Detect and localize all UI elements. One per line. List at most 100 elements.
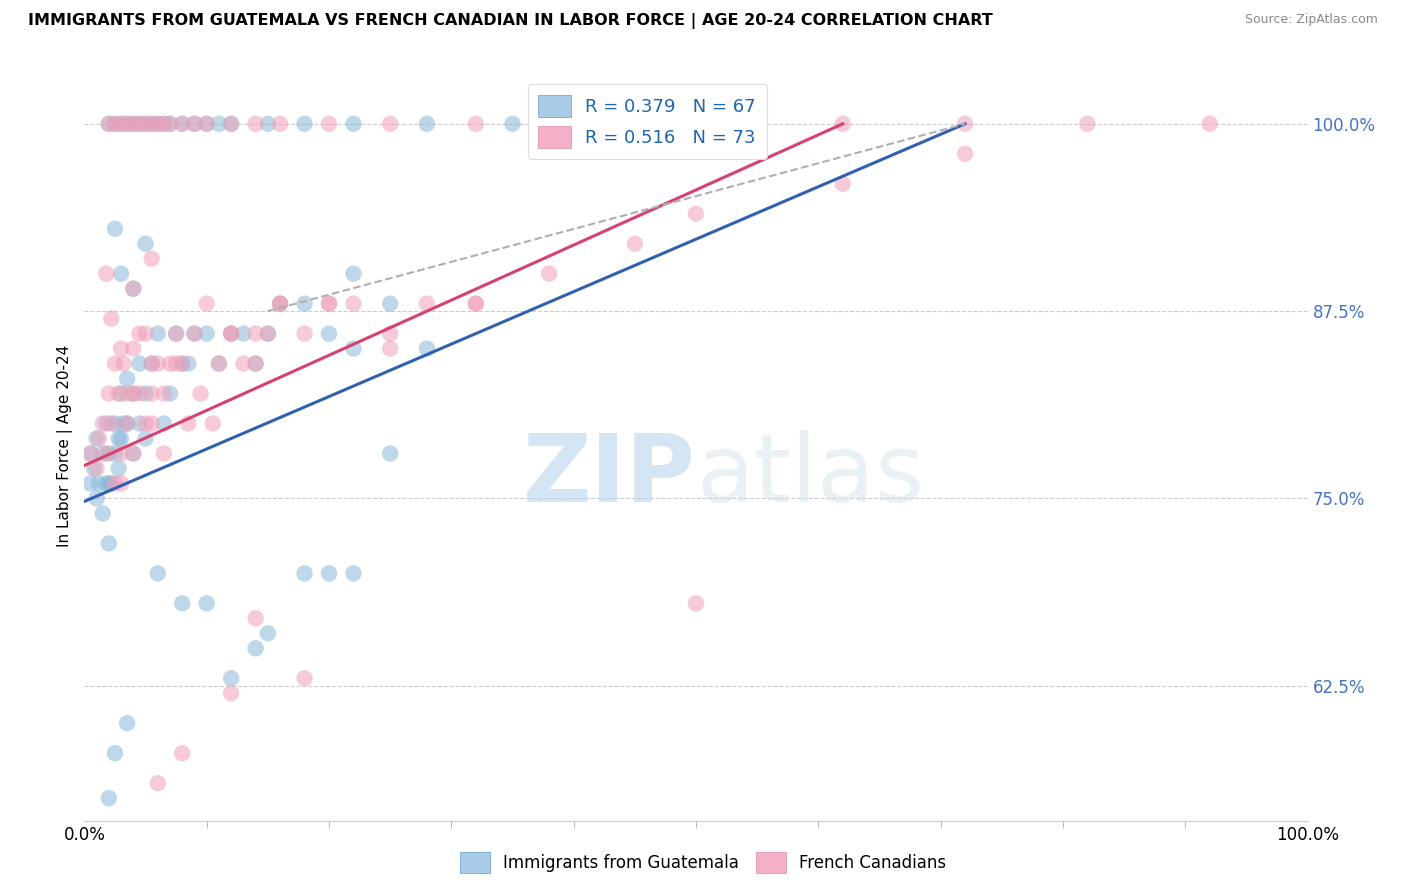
Point — [195, 117, 218, 131]
Point — [96, 446, 118, 460]
Point — [91, 446, 114, 460]
Point — [172, 357, 194, 371]
Point — [135, 432, 157, 446]
Point — [831, 117, 853, 131]
Point — [257, 326, 280, 341]
Point — [122, 386, 145, 401]
Point — [96, 476, 118, 491]
Point — [219, 326, 242, 341]
Point — [110, 386, 132, 401]
Point — [165, 326, 187, 341]
Point — [86, 432, 108, 446]
Point — [342, 342, 364, 356]
Point — [177, 417, 200, 431]
Point — [153, 117, 176, 131]
Point — [153, 446, 176, 460]
Text: Source: ZipAtlas.com: Source: ZipAtlas.com — [1244, 13, 1378, 27]
Point — [110, 117, 132, 131]
Point — [112, 357, 135, 371]
Point — [318, 566, 340, 581]
Point — [208, 357, 231, 371]
Point — [219, 671, 242, 685]
Point — [183, 326, 205, 341]
Point — [128, 386, 150, 401]
Point — [219, 686, 242, 700]
Point — [97, 446, 120, 460]
Point — [269, 296, 291, 310]
Point — [100, 476, 122, 491]
Point — [122, 117, 145, 131]
Point — [96, 267, 118, 281]
Point — [122, 282, 145, 296]
Point — [183, 117, 205, 131]
Point — [195, 596, 218, 610]
Point — [110, 342, 132, 356]
Point — [953, 146, 976, 161]
Point — [128, 326, 150, 341]
Point — [172, 596, 194, 610]
Point — [172, 357, 194, 371]
Point — [83, 461, 105, 475]
Point — [115, 117, 138, 131]
Point — [190, 386, 212, 401]
Point — [953, 117, 976, 131]
Point — [135, 326, 157, 341]
Point — [115, 386, 138, 401]
Point — [294, 296, 316, 310]
Point — [96, 417, 118, 431]
Point — [141, 117, 163, 131]
Point — [110, 267, 132, 281]
Point — [318, 296, 340, 310]
Point — [159, 357, 181, 371]
Point — [159, 117, 181, 131]
Point — [100, 311, 122, 326]
Point — [141, 252, 163, 266]
Point — [97, 791, 120, 805]
Point — [146, 776, 169, 790]
Point — [104, 746, 127, 760]
Point — [146, 326, 169, 341]
Point — [245, 611, 267, 625]
Text: IMMIGRANTS FROM GUATEMALA VS FRENCH CANADIAN IN LABOR FORCE | AGE 20-24 CORRELAT: IMMIGRANTS FROM GUATEMALA VS FRENCH CANA… — [28, 13, 993, 29]
Point — [104, 117, 127, 131]
Point — [128, 117, 150, 131]
Point — [269, 296, 291, 310]
Point — [86, 491, 108, 506]
Point — [110, 476, 132, 491]
Point — [146, 357, 169, 371]
Point — [115, 417, 138, 431]
Y-axis label: In Labor Force | Age 20-24: In Labor Force | Age 20-24 — [58, 345, 73, 547]
Point — [115, 417, 138, 431]
Point — [294, 566, 316, 581]
Point — [380, 342, 402, 356]
Point — [91, 417, 114, 431]
Point — [122, 282, 145, 296]
Point — [208, 357, 231, 371]
Point — [245, 357, 267, 371]
Point — [79, 446, 101, 460]
Point — [128, 117, 150, 131]
Point — [153, 417, 176, 431]
Point — [146, 117, 169, 131]
Point — [135, 236, 157, 251]
Point — [245, 326, 267, 341]
Point — [141, 357, 163, 371]
Point — [97, 386, 120, 401]
Point — [172, 117, 194, 131]
Point — [685, 596, 707, 610]
Point — [172, 117, 194, 131]
Point — [165, 357, 187, 371]
Point — [122, 446, 145, 460]
Point — [318, 326, 340, 341]
Point — [195, 296, 218, 310]
Text: atlas: atlas — [696, 430, 924, 522]
Point — [294, 117, 316, 131]
Point — [562, 117, 585, 131]
Point — [416, 296, 439, 310]
Point — [135, 117, 157, 131]
Point — [122, 446, 145, 460]
Point — [380, 296, 402, 310]
Point — [165, 326, 187, 341]
Point — [201, 417, 224, 431]
Point — [464, 296, 486, 310]
